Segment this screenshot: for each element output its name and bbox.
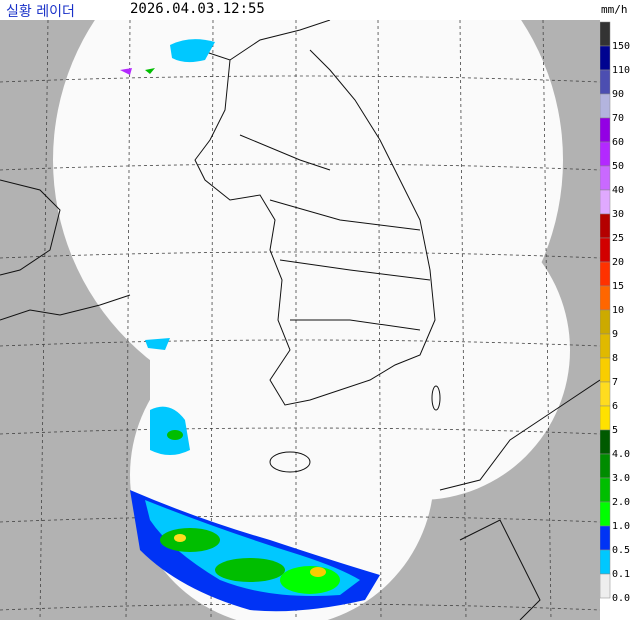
legend-label: 10 bbox=[612, 305, 624, 316]
legend-swatch bbox=[600, 21, 611, 47]
legend-swatch bbox=[600, 45, 611, 71]
legend-label: 150 bbox=[612, 41, 630, 52]
legend-label: 2.0 bbox=[612, 497, 630, 508]
legend-label: 7 bbox=[612, 377, 618, 388]
legend-swatch bbox=[600, 501, 611, 527]
legend-label: 0.5 bbox=[612, 545, 630, 556]
legend-swatch bbox=[600, 309, 611, 335]
legend-label: 3.0 bbox=[612, 473, 630, 484]
legend-swatch bbox=[600, 261, 611, 287]
timestamp: 2026.04.03.12:55 bbox=[130, 1, 265, 17]
legend-label: 50 bbox=[612, 161, 624, 172]
coastlines bbox=[0, 20, 600, 620]
legend-swatch bbox=[600, 93, 611, 119]
legend-swatch bbox=[600, 69, 611, 95]
title: 실황 레이더 bbox=[6, 4, 75, 20]
legend-label: 1.0 bbox=[612, 521, 630, 532]
legend-label: 40 bbox=[612, 185, 624, 196]
legend-swatch bbox=[600, 237, 611, 263]
legend-label: 25 bbox=[612, 233, 624, 244]
legend-swatch bbox=[600, 477, 611, 503]
radar-map bbox=[0, 20, 600, 620]
legend-label: 60 bbox=[612, 137, 624, 148]
legend-label: 6 bbox=[612, 401, 618, 412]
legend-label: 20 bbox=[612, 257, 624, 268]
legend-swatch bbox=[600, 285, 611, 311]
legend-label: 5 bbox=[612, 425, 618, 436]
header: 실황 레이더 2026.04.03.12:55 bbox=[0, 0, 600, 20]
legend: 150 110 90 70 60 50 40 30 25 20 15 10 9 8 7 6 5 4.0 3.0 2.0… bbox=[600, 21, 630, 604]
legend-swatch bbox=[600, 141, 611, 167]
legend-swatch bbox=[600, 549, 611, 575]
legend-label: 0.0 bbox=[612, 593, 630, 604]
unit: mm/h bbox=[601, 3, 628, 16]
legend-label: 8 bbox=[612, 353, 618, 364]
legend-swatch bbox=[600, 165, 611, 191]
legend-label: 90 bbox=[612, 89, 624, 100]
legend-swatch bbox=[600, 213, 611, 239]
legend-swatch bbox=[600, 429, 611, 455]
legend-label: 4.0 bbox=[612, 449, 630, 460]
legend-swatch bbox=[600, 117, 611, 143]
legend-label: 70 bbox=[612, 113, 624, 124]
legend-label: 9 bbox=[612, 329, 618, 340]
legend-swatch bbox=[600, 525, 611, 551]
legend-swatch bbox=[600, 453, 611, 479]
legend-label: 15 bbox=[612, 281, 624, 292]
legend-label: 110 bbox=[612, 65, 630, 76]
legend-swatch bbox=[600, 357, 611, 383]
legend-swatch bbox=[600, 189, 611, 215]
legend-swatch bbox=[600, 573, 611, 599]
legend-swatch bbox=[600, 405, 611, 431]
rain-echo bbox=[120, 39, 380, 612]
legend-swatch bbox=[600, 381, 611, 407]
legend-swatch bbox=[600, 333, 611, 359]
coverage bbox=[53, 20, 570, 620]
legend-label: 0.1 bbox=[612, 569, 630, 580]
legend-label: 30 bbox=[612, 209, 624, 220]
